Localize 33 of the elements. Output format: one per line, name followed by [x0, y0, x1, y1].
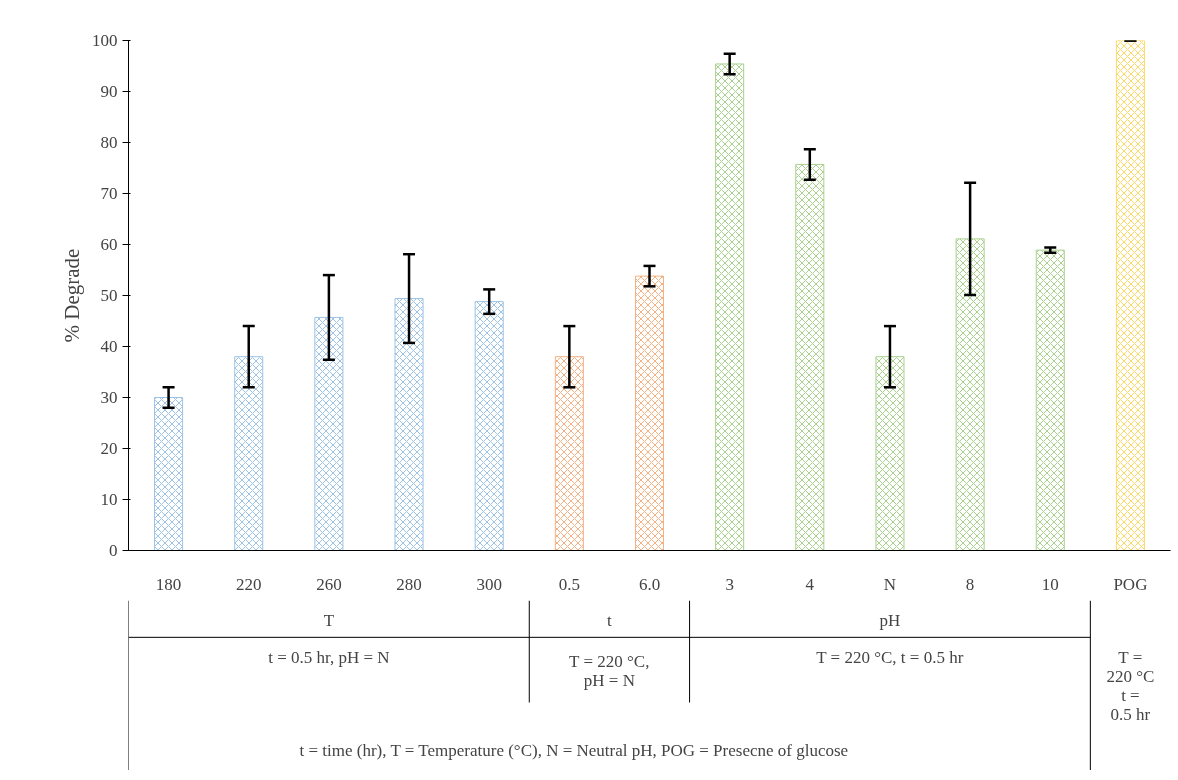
x-tick-label: 3	[725, 574, 734, 594]
x-tick-label: N	[883, 574, 897, 594]
x-tick-label: 280	[396, 574, 422, 594]
x-tick-label: 260	[316, 574, 342, 594]
y-tick-label: 0	[109, 541, 118, 560]
text: T = 220 °C, pH = N	[569, 652, 650, 691]
x-tick-label: 6.0	[638, 574, 661, 594]
y-tick-label: 20	[100, 439, 118, 458]
y-axis-title: % Degrade	[60, 248, 84, 343]
y-tick-label: 50	[100, 286, 118, 305]
text: T = 220 °C, t = 0.5 hr	[816, 647, 964, 667]
y-tick-label: 40	[100, 337, 118, 356]
text: pH	[879, 610, 901, 630]
x-tick-label: 10	[1041, 574, 1059, 594]
y-tick-label: 80	[100, 133, 118, 152]
x-tick-label: 4	[805, 574, 815, 594]
text: t = 0.5 hr, pH = N	[268, 647, 390, 667]
x-tick-label: POG	[1113, 574, 1148, 594]
x-tick-label: 180	[155, 574, 182, 594]
text: t = time (hr), T = Temperature (°C), N = Neutral pH, POG = Presecne of glucose	[299, 741, 849, 761]
text: T = 220 °C t = 0.5 hr	[1106, 647, 1155, 724]
x-tick-label: 300	[476, 574, 502, 594]
y-tick-label: 30	[100, 388, 118, 407]
y-tick-label: 10	[100, 490, 118, 509]
y-tick-label: 60	[100, 235, 118, 254]
x-tick-label: 220	[235, 574, 262, 594]
y-tick-label: 90	[100, 82, 118, 101]
y-tick-label: 100	[92, 31, 118, 50]
y-tick-label: 70	[100, 184, 118, 203]
x-tick-label: 0.5	[558, 574, 580, 594]
x-tick-label: 8	[965, 574, 975, 594]
text: t	[607, 610, 613, 630]
text: T	[323, 610, 335, 630]
